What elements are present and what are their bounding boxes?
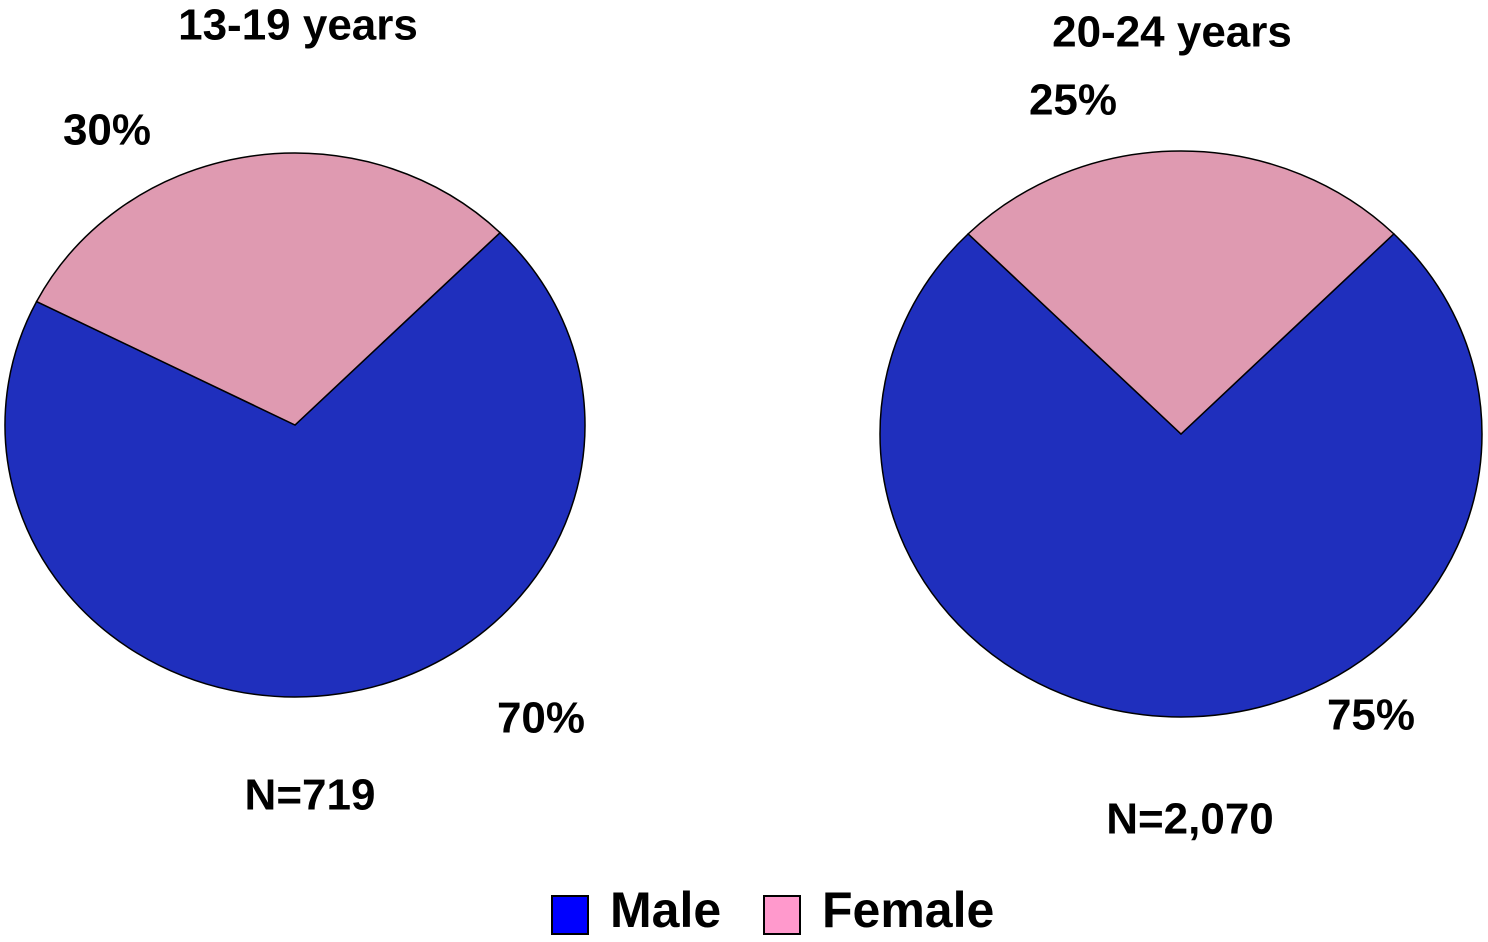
legend-swatch [763,895,801,935]
chart-title: 20-24 years [1052,8,1292,57]
pie-slice [4,231,586,698]
value-label: 30% [63,106,151,155]
value-label: 70% [497,694,585,743]
value-label: 75% [1327,691,1415,740]
pie-slice [879,232,1483,718]
legend-label: Male [610,882,721,938]
annotation: N=2,070 [1106,795,1274,844]
pie-slice [35,152,502,426]
legend-label: Female [822,882,994,938]
value-label: 25% [1029,76,1117,125]
legend-swatch [551,895,589,935]
pie-slice [967,150,1395,436]
chart-title: 13-19 years [178,1,418,50]
annotation: N=719 [245,771,376,820]
